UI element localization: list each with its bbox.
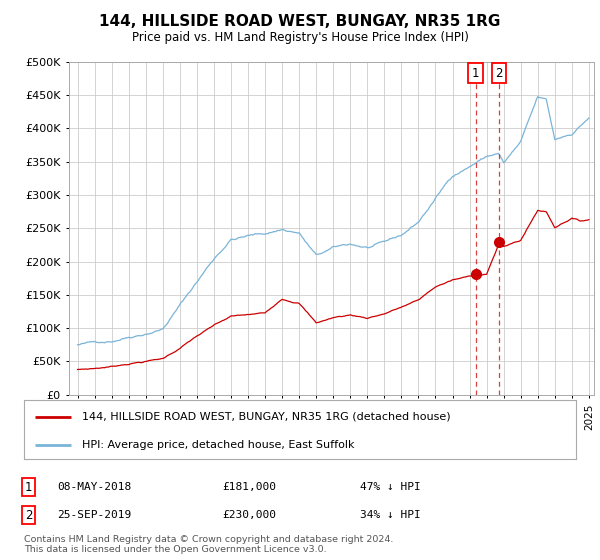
Text: 34% ↓ HPI: 34% ↓ HPI xyxy=(360,510,421,520)
Text: 144, HILLSIDE ROAD WEST, BUNGAY, NR35 1RG: 144, HILLSIDE ROAD WEST, BUNGAY, NR35 1R… xyxy=(100,14,500,29)
Text: Price paid vs. HM Land Registry's House Price Index (HPI): Price paid vs. HM Land Registry's House … xyxy=(131,31,469,44)
Text: 2: 2 xyxy=(496,67,503,80)
Text: £230,000: £230,000 xyxy=(222,510,276,520)
Text: HPI: Average price, detached house, East Suffolk: HPI: Average price, detached house, East… xyxy=(82,440,355,450)
Text: Contains HM Land Registry data © Crown copyright and database right 2024.
This d: Contains HM Land Registry data © Crown c… xyxy=(24,535,394,554)
Text: 1: 1 xyxy=(472,67,479,80)
Text: 25-SEP-2019: 25-SEP-2019 xyxy=(57,510,131,520)
Text: 1: 1 xyxy=(25,480,32,494)
Text: 2: 2 xyxy=(25,508,32,522)
Text: £181,000: £181,000 xyxy=(222,482,276,492)
Text: 47% ↓ HPI: 47% ↓ HPI xyxy=(360,482,421,492)
Text: 144, HILLSIDE ROAD WEST, BUNGAY, NR35 1RG (detached house): 144, HILLSIDE ROAD WEST, BUNGAY, NR35 1R… xyxy=(82,412,451,422)
Text: 08-MAY-2018: 08-MAY-2018 xyxy=(57,482,131,492)
